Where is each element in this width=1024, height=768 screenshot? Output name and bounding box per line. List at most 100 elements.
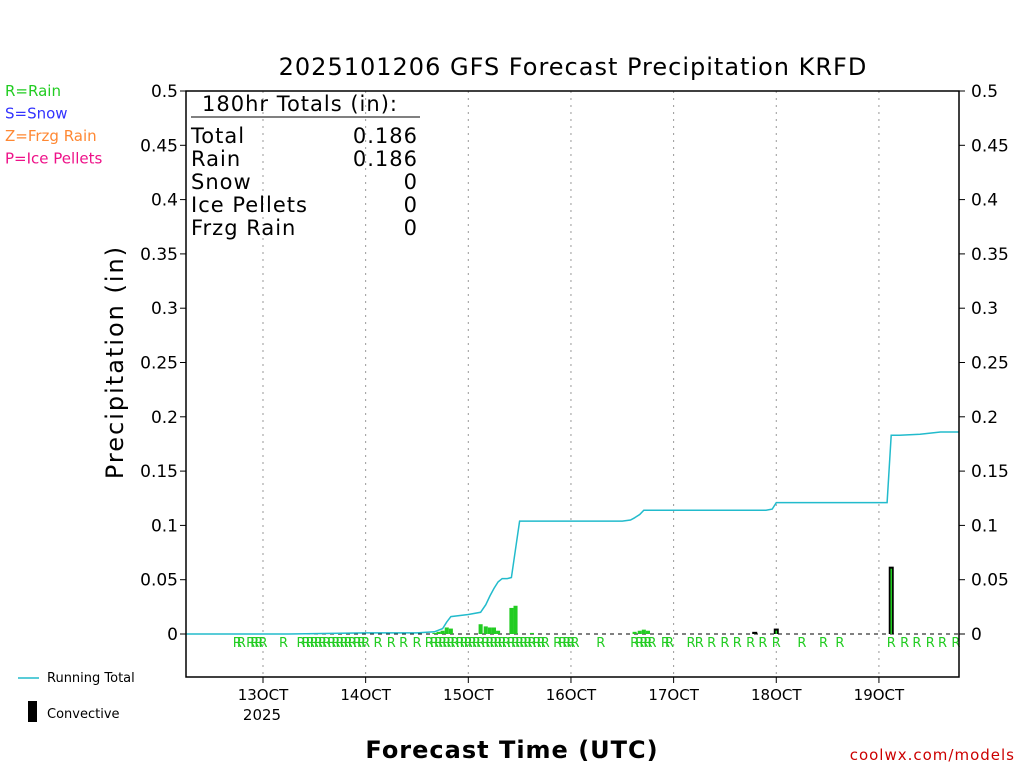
rain-bar	[491, 627, 496, 634]
precip-type-marker: R	[643, 636, 652, 651]
precip-type-marker: R	[571, 636, 580, 651]
precip-type-marker: R	[430, 636, 439, 651]
y-tick-label: 0.15	[140, 462, 178, 482]
totals-row-label: Total	[190, 124, 245, 148]
y-tick-label: 0.5	[151, 82, 178, 102]
running-total-line	[186, 431, 959, 635]
x-axis: 13OCT 14OCT 15OCT 16OCT 17OCT 18OCT 19OCT	[238, 677, 905, 704]
y-axis-right: 0 0.05 0.1 0.15 0.2 0.25 0.3 0.35 0.4 0.45 0.5	[959, 82, 1009, 645]
rain-bar	[483, 626, 488, 634]
convective-bar	[752, 631, 758, 634]
precip-type-legend: R=Rain S=Snow Z=Frzg Rain P=Ice Pellets	[5, 82, 102, 168]
totals-row-label: Frzg Rain	[191, 216, 296, 240]
precip-type-marker: R	[322, 636, 331, 651]
site-credit: coolwx.com/models	[850, 746, 1015, 764]
precip-type-legend-item: Z=Frzg Rain	[5, 127, 97, 145]
precip-type-marker: R	[562, 636, 571, 651]
precip-type-marker: R	[318, 636, 327, 651]
x-axis-year-label: 2025	[243, 706, 281, 724]
precip-type-marker: R	[340, 636, 349, 651]
precip-type-marker: R	[327, 636, 336, 651]
convective-legend-label: Convective	[47, 707, 120, 722]
precip-type-marker: R	[746, 636, 755, 651]
y-tick-label-right: 0.05	[971, 571, 1009, 591]
x-axis-label: Forecast Time (UTC)	[365, 736, 658, 764]
x-tick-label: 15OCT	[443, 686, 494, 704]
x-tick-label: 19OCT	[854, 686, 905, 704]
precip-type-marker: R	[258, 636, 267, 651]
convective-legend-swatch	[28, 701, 37, 722]
precip-type-marker: R	[537, 636, 546, 651]
y-tick-label: 0.1	[151, 516, 178, 536]
precip-type-marker: R	[310, 636, 319, 651]
y-tick-label: 0.3	[151, 299, 178, 319]
precip-type-marker: R	[314, 636, 323, 651]
precip-type-marker: R	[772, 636, 781, 651]
precip-type-marker: R	[533, 636, 542, 651]
rain-bar	[509, 607, 514, 634]
rain-bar	[448, 628, 453, 634]
precip-type-marker: R	[302, 636, 311, 651]
precip-type-marker: R	[639, 636, 648, 651]
precip-type-marker: R	[687, 636, 696, 651]
totals-row-value: 0	[404, 193, 418, 217]
y-tick-label: 0	[167, 625, 178, 645]
precip-type-marker: R	[250, 636, 259, 651]
rain-bar	[432, 632, 437, 634]
precip-type-marker: R	[412, 636, 421, 651]
y-tick-label-right: 0.5	[971, 82, 998, 102]
precip-type-marker: R	[797, 636, 806, 651]
x-tick-label: 13OCT	[238, 686, 289, 704]
y-axis-left: 0 0.05 0.1 0.15 0.2 0.25 0.3 0.35 0.4 0.45 0.5	[140, 82, 186, 645]
y-tick-label: 0.05	[140, 571, 178, 591]
precip-type-marker: R	[446, 636, 455, 651]
precip-type-legend-item: S=Snow	[5, 105, 68, 123]
precip-type-marker: R	[237, 636, 246, 651]
x-tick-label: 17OCT	[648, 686, 699, 704]
precip-type-marker: R	[472, 636, 481, 651]
totals-row-value: 0.186	[353, 147, 418, 171]
precip-type-marker: R	[344, 636, 353, 651]
precip-type-marker: R	[489, 636, 498, 651]
precip-type-marker: R	[887, 636, 896, 651]
precip-type-marker: R	[635, 636, 644, 651]
totals-row-value: 0	[404, 216, 418, 240]
y-tick-label-right: 0.1	[971, 516, 998, 536]
gridlines	[262, 91, 880, 677]
precip-type-marker: R	[758, 636, 767, 651]
precip-type-marker: R	[912, 636, 921, 651]
precip-type-marker: R	[464, 636, 473, 651]
convective-bar-rain	[775, 630, 778, 634]
precip-type-marker: R	[515, 636, 524, 651]
precip-type-marker: R	[450, 636, 459, 651]
precip-type-marker: R	[331, 636, 340, 651]
precip-type-marker: R	[630, 636, 639, 651]
rain-bar	[632, 631, 637, 634]
precip-type-marker: R	[348, 636, 357, 651]
totals-row-label: Ice Pellets	[191, 193, 308, 217]
totals-row-value: 0.186	[353, 124, 418, 148]
precip-type-marker: R	[519, 636, 528, 651]
precip-type-marker: R	[527, 636, 536, 651]
precip-type-marker: R	[361, 636, 370, 651]
x-tick-label: 14OCT	[340, 686, 391, 704]
x-tick-label: 18OCT	[751, 686, 802, 704]
precip-type-marker: R	[566, 636, 575, 651]
precip-type-marker: R	[387, 636, 396, 651]
precip-type-marker: R	[254, 636, 263, 651]
totals-row-value: 0	[404, 170, 418, 194]
precip-type-marker: R	[835, 636, 844, 651]
y-tick-label-right: 0.25	[971, 354, 1009, 374]
precip-type-marker: R	[481, 636, 490, 651]
precip-type-marker: R	[511, 636, 520, 651]
precip-type-marker: R	[438, 636, 447, 651]
precip-bars	[432, 566, 894, 634]
y-tick-label-right: 0.45	[971, 136, 1009, 156]
precip-type-marker: R	[460, 636, 469, 651]
precip-type-legend-item: P=Ice Pellets	[5, 150, 102, 168]
y-axis-label: Precipitation (in)	[101, 245, 129, 479]
precip-type-marker: R	[246, 636, 255, 651]
running-total-legend-label: Running Total	[47, 671, 135, 686]
